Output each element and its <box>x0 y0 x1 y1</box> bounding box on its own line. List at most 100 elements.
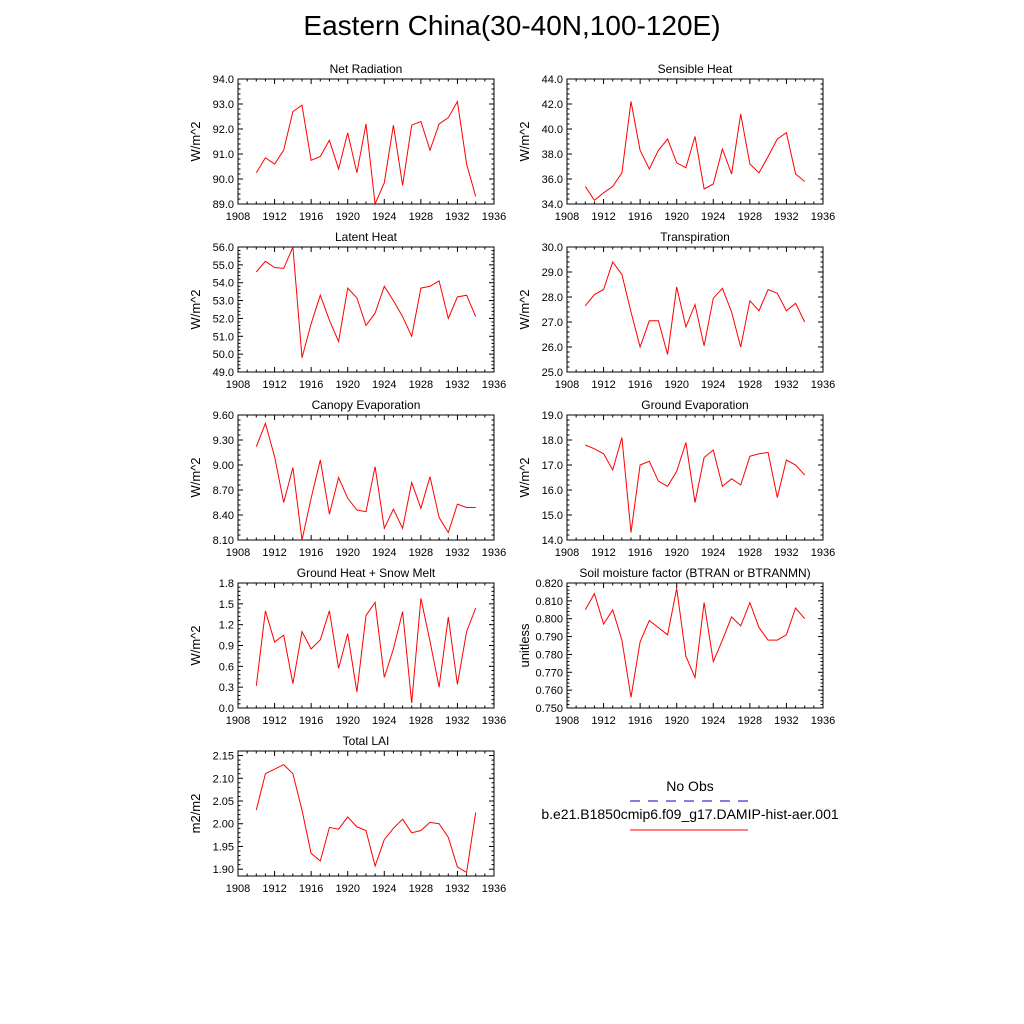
plot-frame <box>237 246 495 373</box>
x-tick-label: 1928 <box>409 883 433 895</box>
y-tick-label: 19.0 <box>542 410 563 422</box>
plot-frame <box>566 414 824 541</box>
x-tick-label: 1928 <box>409 715 433 727</box>
figure-title: Eastern China(30-40N,100-120E) <box>303 10 721 41</box>
y-tick-label: 40.0 <box>542 124 563 136</box>
series-line <box>255 598 477 704</box>
x-tick-label: 1932 <box>445 211 469 223</box>
x-tick-label: 1924 <box>701 715 725 727</box>
x-tick-label: 1916 <box>299 715 323 727</box>
y-tick-label: 0.770 <box>535 667 563 679</box>
y-tick-label: 0.6 <box>219 661 234 673</box>
y-tick-label: 15.0 <box>542 510 563 522</box>
x-tick-label: 1924 <box>372 547 396 559</box>
x-tick-label: 1920 <box>664 547 688 559</box>
panel-4: Transpiration W/m^2 1908 1912 1916 1920 1924 19… <box>517 230 835 391</box>
x-tick-label: 1920 <box>664 379 688 391</box>
y-tick-label: 91.0 <box>213 149 234 161</box>
panel-2: Sensible Heat W/m^2 1908 1912 1916 1920 1924 19… <box>517 62 835 223</box>
series-line <box>584 260 806 355</box>
x-tick-label: 1912 <box>591 211 615 223</box>
x-tick-label: 1908 <box>555 547 579 559</box>
panel-title: Transpiration <box>660 230 730 244</box>
x-tick-label: 1928 <box>738 547 762 559</box>
series-line <box>584 588 806 698</box>
plot-frame <box>566 246 824 373</box>
x-tick-label: 1908 <box>555 211 579 223</box>
x-tick-label: 1916 <box>628 211 652 223</box>
y-tick-label: 0.9 <box>219 641 234 653</box>
y-tick-label: 14.0 <box>542 535 563 547</box>
x-tick-label: 1908 <box>555 379 579 391</box>
y-tick-label: 93.0 <box>213 99 234 111</box>
x-tick-label: 1932 <box>445 715 469 727</box>
x-tick-label: 1932 <box>774 547 798 559</box>
x-tick-label: 1920 <box>335 211 359 223</box>
panel-title: Total LAI <box>343 734 390 748</box>
x-tick-label: 1924 <box>372 211 396 223</box>
y-tick-label: 8.40 <box>213 510 234 522</box>
plot-frame <box>237 582 495 709</box>
y-tick-label: 27.0 <box>542 317 563 329</box>
y-tick-label: 38.0 <box>542 149 563 161</box>
x-tick-label: 1908 <box>226 211 250 223</box>
series-line <box>255 763 477 874</box>
y-tick-label: 0.780 <box>535 649 563 661</box>
y-tick-label: 0.790 <box>535 632 563 644</box>
y-tick-label: 2.15 <box>213 751 234 763</box>
x-tick-label: 1928 <box>738 211 762 223</box>
series-line <box>255 246 477 358</box>
y-tick-label: 42.0 <box>542 99 563 111</box>
y-tick-label: 2.10 <box>213 773 234 785</box>
y-tick-label: 8.70 <box>213 485 234 497</box>
y-tick-label: 9.60 <box>213 410 234 422</box>
x-tick-label: 1908 <box>226 883 250 895</box>
y-axis-label: W/m^2 <box>188 289 203 329</box>
panel-title: Latent Heat <box>335 230 398 244</box>
y-tick-label: 0.800 <box>535 614 563 626</box>
y-tick-label: 52.0 <box>213 313 234 325</box>
y-axis-label: m2/m2 <box>188 794 203 834</box>
y-tick-label: 26.0 <box>542 342 563 354</box>
x-tick-label: 1908 <box>226 715 250 727</box>
y-tick-label: 89.0 <box>213 199 234 211</box>
panel-7: Ground Heat + Snow Melt W/m^2 1908 1912 1916… <box>188 566 506 727</box>
y-tick-label: 50.0 <box>213 349 234 361</box>
y-tick-label: 56.0 <box>213 242 234 254</box>
x-tick-label: 1908 <box>226 547 250 559</box>
x-tick-label: 1916 <box>299 211 323 223</box>
y-tick-label: 1.5 <box>219 599 234 611</box>
y-tick-label: 94.0 <box>213 74 234 86</box>
y-tick-label: 51.0 <box>213 331 234 343</box>
y-tick-label: 0.0 <box>219 703 234 715</box>
y-axis-label: W/m^2 <box>517 121 532 161</box>
x-tick-label: 1924 <box>701 379 725 391</box>
y-axis-label: W/m^2 <box>517 457 532 497</box>
x-tick-label: 1908 <box>226 379 250 391</box>
x-tick-label: 1924 <box>701 547 725 559</box>
y-tick-label: 0.3 <box>219 682 234 694</box>
panel-5: Canopy Evaporation W/m^2 1908 1912 1916 1920 1… <box>188 398 506 559</box>
panel-8: Soil moisture factor (BTRAN or BTRANMN) u… <box>517 566 835 727</box>
legend-model-label: b.e21.B1850cmip6.f09_g17.DAMIP-hist-aer.… <box>541 806 839 822</box>
series-line <box>255 421 476 541</box>
x-tick-label: 1936 <box>482 379 506 391</box>
y-tick-label: 29.0 <box>542 267 563 279</box>
x-tick-label: 1936 <box>811 211 835 223</box>
x-tick-label: 1908 <box>555 715 579 727</box>
y-axis-label: W/m^2 <box>188 121 203 161</box>
plot-frame <box>566 582 824 709</box>
x-tick-label: 1928 <box>738 715 762 727</box>
y-tick-label: 18.0 <box>542 435 563 447</box>
x-tick-label: 1924 <box>372 715 396 727</box>
y-axis-label: unitless <box>517 623 532 668</box>
panel-title: Canopy Evaporation <box>312 398 421 412</box>
x-tick-label: 1912 <box>591 547 615 559</box>
x-tick-label: 1912 <box>591 379 615 391</box>
plot-frame <box>237 414 495 541</box>
y-tick-label: 90.0 <box>213 174 234 186</box>
y-tick-label: 9.00 <box>213 460 234 472</box>
y-tick-label: 17.0 <box>542 460 563 472</box>
y-tick-label: 8.10 <box>213 535 234 547</box>
